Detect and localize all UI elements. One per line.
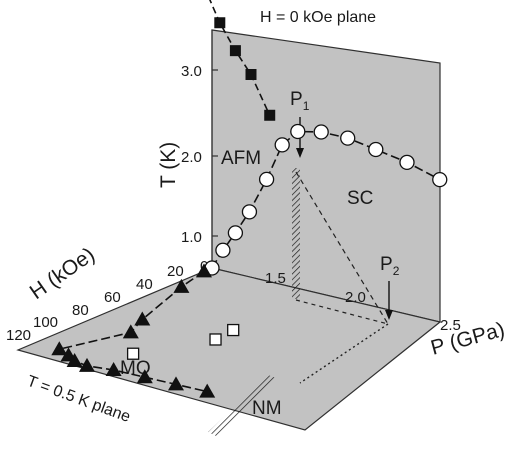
- mo-point-1: [173, 278, 190, 293]
- mo-point-3: [122, 324, 139, 339]
- sc-point-11: [432, 171, 448, 188]
- p-tick-2.0: 2.0: [345, 289, 366, 306]
- p1-hatched-band-vertical: [292, 168, 300, 300]
- nm-point-0: [227, 323, 240, 337]
- p2-label-main: P: [380, 254, 393, 275]
- mo-point-11: [199, 383, 216, 398]
- p2-label: P2: [380, 254, 400, 278]
- sc-point-7: [313, 124, 329, 140]
- sc-point-10: [399, 154, 415, 170]
- p1-arrow-head: [296, 148, 304, 158]
- sc-point-6: [290, 123, 306, 140]
- p1-label-sub: 1: [303, 99, 310, 113]
- t-axis-label: T (K): [157, 142, 180, 188]
- afm-point-4: [264, 109, 276, 121]
- t-tick-2: 2.0: [181, 149, 202, 166]
- p1-label: P1: [290, 89, 310, 113]
- nm-point-1: [209, 333, 222, 346]
- p-tick-2.5: 2.5: [440, 317, 461, 334]
- nm-region-label: NM: [252, 398, 282, 419]
- sc-region-label: SC: [347, 188, 373, 209]
- sc-point-3: [241, 204, 258, 220]
- sc-point-1: [215, 242, 231, 258]
- h-tick-40: 40: [136, 276, 153, 293]
- sc-point-8: [340, 130, 356, 146]
- h-tick-80: 80: [72, 302, 89, 319]
- series-marks: [51, 17, 448, 398]
- sc-point-5: [274, 137, 290, 153]
- h-tick-100: 100: [33, 314, 58, 331]
- floor-plane-label: T = 0.5 K plane: [25, 373, 133, 426]
- afm-point-1: [214, 17, 226, 29]
- mo-point-4: [51, 341, 68, 356]
- p-tick-1.5: 1.5: [265, 270, 286, 287]
- h-axis-label: H (kOe): [26, 243, 99, 304]
- sc-point-2: [227, 225, 244, 241]
- mo-point-8: [105, 362, 122, 376]
- sc-point-4: [258, 171, 275, 188]
- back-plane-label: H = 0 kOe plane: [260, 9, 376, 26]
- afm-point-3: [245, 69, 257, 80]
- nm-point-2: [126, 347, 140, 360]
- mo-point-7: [79, 357, 95, 372]
- h-tick-120: 120: [6, 327, 31, 344]
- floor-plane: [16, 267, 442, 431]
- p2-dashed-guide: [295, 171, 389, 325]
- afm-region-label: AFM: [221, 148, 261, 169]
- afm-point-2: [229, 45, 241, 57]
- mo-point-0: [196, 263, 212, 278]
- p2-label-sub: 2: [393, 264, 400, 278]
- p1-label-main: P: [290, 89, 303, 110]
- mo-point-6: [66, 353, 83, 367]
- mo-point-10: [168, 376, 184, 391]
- p2-arrow-head: [385, 310, 393, 320]
- t-tick-1: 1.0: [181, 229, 202, 246]
- sc-point-9: [368, 141, 384, 158]
- mo-point-2: [134, 311, 151, 326]
- t-tick-3: 3.0: [181, 63, 202, 80]
- mo-point-9: [136, 369, 153, 384]
- nm-hatched-band-floor: [208, 375, 276, 436]
- h-tick-20: 20: [167, 263, 184, 280]
- h-tick-60: 60: [104, 289, 121, 306]
